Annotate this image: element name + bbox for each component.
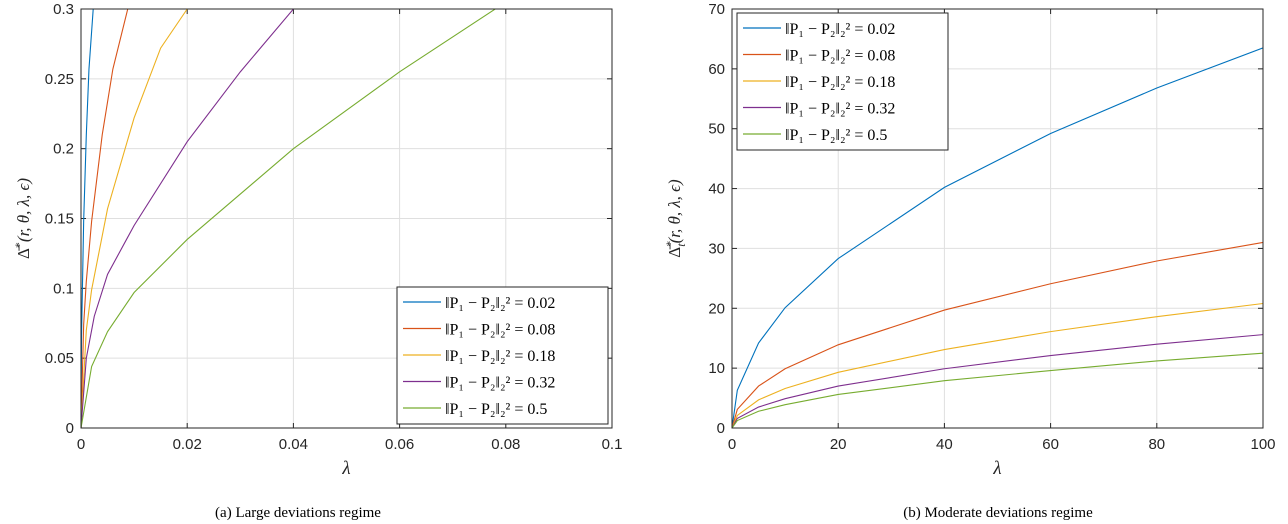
axes-frame [731, 8, 1264, 429]
x-tick-label: 40 [936, 436, 953, 453]
y-tick-label: 40 [708, 181, 725, 198]
x-tick-label: 60 [1042, 436, 1059, 453]
y-tick-label: 0.05 [45, 350, 74, 367]
legend: ‖P₁ − P₂‖₂² = 0.02 ‖P₁ − P₂‖₂² = 0.08 ‖P₁ … [396, 286, 609, 425]
series-line [732, 334, 1263, 428]
y-tick-label: 70 [708, 1, 725, 18]
legend-entry: ‖P₁ − P₂‖₂² = 0.32 [445, 375, 555, 392]
x-tick-label: 20 [830, 436, 847, 453]
caption-a: (a) Large deviations regime [215, 505, 381, 521]
y-tick-label: 20 [708, 300, 725, 317]
x-tick-label: 80 [1148, 436, 1165, 453]
y-tick-label: 0.25 [45, 71, 74, 88]
x-tick-label: 100 [1250, 436, 1275, 453]
series-line [81, 8, 612, 428]
legend-entry: ‖P₁ − P₂‖₂² = 0.5 [785, 127, 887, 144]
y-axis-label: Δ̄*t(r, θ, λ, ϵ) [663, 179, 688, 258]
series-line [732, 352, 1263, 428]
y-axis-label: Δ̄*(r, θ, λ, ϵ) [12, 178, 33, 259]
chart-a: 0 0.02 0.04 0.06 0.08 0.1 0 0.05 0.1 0.15 0.2 0.25 0… [12, 1, 622, 479]
x-tick-label: 0.04 [279, 436, 308, 453]
legend-entry: ‖P₁ − P₂‖₂² = 0.08 [785, 48, 895, 65]
y-tick-label: 0 [717, 420, 725, 437]
y-tick-label: 0.15 [45, 211, 74, 228]
series-line [732, 47, 1263, 428]
y-tick-label: 60 [708, 61, 725, 78]
y-tick-label: 0.3 [53, 1, 74, 18]
x-axis-label: λ [341, 458, 350, 479]
series-line [732, 241, 1263, 428]
x-tick-label: 0.08 [491, 436, 520, 453]
chart-b: 0 20 40 60 80 100 0 10 20 30 40 50 60 70 λ Δ̄*t(r, θ, λ… [663, 1, 1276, 479]
x-tick-label: 0 [728, 436, 736, 453]
series-line [81, 8, 612, 428]
legend: ‖P₁ − P₂‖₂² = 0.02 ‖P₁ − P₂‖₂² = 0.08 ‖P₁ … [736, 12, 949, 151]
legend-entry: ‖P₁ − P₂‖₂² = 0.02 [785, 21, 895, 38]
y-tick-label: 0.2 [53, 141, 74, 158]
legend-entry: ‖P₁ − P₂‖₂² = 0.02 [445, 295, 555, 312]
series-line [81, 8, 612, 428]
x-tick-label: 0.1 [602, 436, 623, 453]
legend-entry: ‖P₁ − P₂‖₂² = 0.5 [445, 401, 547, 418]
y-tick-label: 50 [708, 121, 725, 138]
y-tick-label: 0.1 [53, 280, 74, 297]
legend-entry: ‖P₁ − P₂‖₂² = 0.08 [445, 322, 555, 339]
series-line [81, 8, 612, 428]
y-tick-label: 0 [66, 420, 74, 437]
legend-entry: ‖P₁ − P₂‖₂² = 0.18 [785, 74, 895, 91]
x-tick-label: 0 [77, 436, 85, 453]
caption-b: (b) Moderate deviations regime [903, 505, 1093, 521]
y-tick-label: 30 [708, 240, 725, 257]
legend-entry: ‖P₁ − P₂‖₂² = 0.32 [785, 101, 895, 118]
x-tick-label: 0.06 [385, 436, 414, 453]
y-tick-label: 10 [708, 360, 725, 377]
axes-frame [80, 8, 613, 429]
x-tick-label: 0.02 [173, 436, 202, 453]
legend-entry: ‖P₁ − P₂‖₂² = 0.18 [445, 348, 555, 365]
series-line [732, 302, 1263, 428]
x-axis-label: λ [992, 458, 1001, 479]
